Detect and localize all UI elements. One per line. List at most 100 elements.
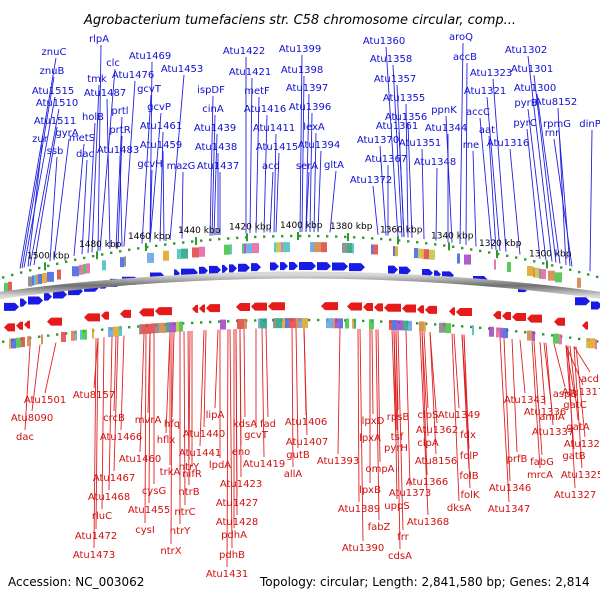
bottom-gene-label[interactable]: Atu1393 bbox=[317, 456, 359, 467]
bottom-gene-label[interactable]: Atu8090 bbox=[11, 413, 53, 424]
bottom-gene-label[interactable]: lipA bbox=[206, 410, 225, 421]
bottom-gene-label[interactable]: Atu1325 bbox=[561, 470, 600, 481]
bottom-gene-label[interactable]: lpdA bbox=[209, 460, 231, 471]
bottom-gene-label[interactable]: gatB bbox=[562, 451, 585, 462]
top-gene-label[interactable]: Atu1396 bbox=[289, 102, 331, 113]
top-gene-label[interactable]: Atu1422 bbox=[223, 46, 265, 57]
top-gene-label[interactable]: Atu1459 bbox=[140, 140, 182, 151]
bottom-gene-label[interactable]: ntrB bbox=[178, 487, 199, 498]
bottom-gene-label[interactable]: cdsA bbox=[388, 551, 412, 562]
bottom-gene-label[interactable]: fabG bbox=[530, 457, 554, 468]
bottom-gene-label[interactable]: lpxA bbox=[359, 433, 381, 444]
top-gene-label[interactable]: gcvT bbox=[137, 84, 162, 95]
bottom-gene-label[interactable]: ntrY bbox=[179, 462, 200, 473]
top-gene-label[interactable]: Atu8152 bbox=[535, 97, 577, 108]
bottom-gene-label[interactable]: lpxD bbox=[362, 416, 385, 427]
bottom-gene-label[interactable]: Atu1349 bbox=[438, 410, 480, 421]
top-gene-label[interactable]: Atu1355 bbox=[383, 93, 425, 104]
top-gene-label[interactable]: Atu1367 bbox=[365, 154, 407, 165]
top-gene-label[interactable]: aroQ bbox=[449, 32, 473, 43]
top-gene-label[interactable]: Atu1416 bbox=[244, 104, 286, 115]
top-gene-label[interactable]: pyrC bbox=[513, 118, 536, 129]
bottom-gene-label[interactable]: acd bbox=[581, 374, 599, 385]
bottom-gene-label[interactable]: fad bbox=[260, 419, 276, 430]
bottom-gene-label[interactable]: allA bbox=[284, 469, 303, 480]
bottom-gene-label[interactable]: amiA bbox=[539, 412, 565, 423]
bottom-gene-label[interactable]: nifR bbox=[182, 469, 202, 480]
top-gene-label[interactable]: Atu1415 bbox=[256, 142, 298, 153]
top-gene-label[interactable]: ispDF bbox=[197, 85, 225, 96]
top-gene-label[interactable]: Atu1476 bbox=[112, 70, 154, 81]
bottom-gene-label[interactable]: Atu1466 bbox=[100, 432, 142, 443]
top-gene-label[interactable]: gcvP bbox=[147, 102, 171, 113]
bottom-gene-label[interactable]: Atu1327 bbox=[554, 490, 596, 501]
bottom-gene-label[interactable]: Atu1336 bbox=[524, 407, 566, 418]
bottom-gene-label[interactable]: Atu1317 bbox=[562, 387, 600, 398]
bottom-gene-label[interactable]: rluC bbox=[92, 511, 112, 522]
top-gene-label[interactable]: znuB bbox=[40, 66, 65, 77]
top-gene-label[interactable]: Atu1302 bbox=[505, 45, 547, 56]
bottom-gene-label[interactable]: mrcA bbox=[527, 470, 553, 481]
bottom-gene-label[interactable]: frr bbox=[397, 532, 409, 543]
bottom-gene-label[interactable]: Atu1468 bbox=[88, 492, 130, 503]
bottom-gene-label[interactable]: gatC bbox=[563, 400, 586, 411]
bottom-gene-label[interactable]: cysI bbox=[135, 525, 155, 536]
top-gene-label[interactable]: rpmG bbox=[543, 119, 571, 130]
bottom-gene-label[interactable]: pdhA bbox=[221, 530, 247, 541]
top-gene-label[interactable]: Atu1453 bbox=[161, 64, 203, 75]
bottom-gene-label[interactable]: gutB bbox=[286, 450, 310, 461]
top-gene-label[interactable]: lexA bbox=[303, 122, 325, 133]
bottom-gene-label[interactable]: Atu1441 bbox=[179, 448, 221, 459]
top-gene-label[interactable]: metS bbox=[69, 133, 95, 144]
bottom-gene-label[interactable]: uppS bbox=[384, 501, 409, 512]
top-gene-label[interactable]: Atu1487 bbox=[84, 88, 126, 99]
bottom-gene-label[interactable]: ompA bbox=[365, 464, 394, 475]
top-gene-label[interactable]: mazG bbox=[167, 161, 196, 172]
bottom-gene-label[interactable]: Atu1501 bbox=[24, 395, 66, 406]
bottom-gene-label[interactable]: Atu1407 bbox=[286, 437, 328, 448]
top-gene-label[interactable]: Atu1357 bbox=[374, 74, 416, 85]
top-gene-label[interactable]: Atu1361 bbox=[376, 121, 418, 132]
top-gene-label[interactable]: Atu1360 bbox=[363, 36, 405, 47]
bottom-gene-label[interactable]: Atu1455 bbox=[128, 505, 170, 516]
bottom-gene-label[interactable]: trkA bbox=[160, 467, 181, 478]
bottom-gene-label[interactable]: Atu1406 bbox=[285, 417, 327, 428]
top-gene-label[interactable]: znuC bbox=[42, 47, 67, 58]
top-gene-label[interactable]: gltA bbox=[324, 160, 344, 171]
bottom-gene-label[interactable]: clpA bbox=[417, 438, 439, 449]
top-gene-label[interactable]: pyrB bbox=[514, 98, 537, 109]
top-gene-label[interactable]: Atu1439 bbox=[194, 123, 236, 134]
bottom-gene-label[interactable]: clpS bbox=[418, 410, 439, 421]
bottom-gene-label[interactable]: mvrA bbox=[135, 415, 162, 426]
top-gene-label[interactable]: Atu1348 bbox=[414, 157, 456, 168]
bottom-gene-label[interactable]: Atu1423 bbox=[220, 479, 262, 490]
bottom-gene-label[interactable]: aspB bbox=[553, 389, 578, 400]
top-gene-label[interactable]: Atu1438 bbox=[195, 142, 237, 153]
bottom-gene-label[interactable]: pyrH bbox=[384, 443, 408, 454]
top-gene-label[interactable]: Atu1321 bbox=[464, 86, 506, 97]
top-gene-label[interactable]: Atu1437 bbox=[197, 161, 239, 172]
top-gene-label[interactable]: accB bbox=[453, 52, 477, 63]
bottom-gene-label[interactable]: hflx bbox=[157, 435, 176, 446]
bottom-gene-label[interactable]: Atu1389 bbox=[338, 504, 380, 515]
bottom-gene-label[interactable]: Atu1460 bbox=[119, 454, 161, 465]
top-gene-label[interactable]: Atu1399 bbox=[279, 44, 321, 55]
top-gene-label[interactable]: rnr bbox=[545, 128, 560, 139]
bottom-gene-label[interactable]: kdsA bbox=[233, 419, 257, 430]
bottom-gene-label[interactable]: folK bbox=[461, 490, 480, 501]
top-gene-label[interactable]: accC bbox=[466, 107, 490, 118]
top-gene-label[interactable]: Atu1300 bbox=[514, 83, 556, 94]
bottom-gene-label[interactable]: Atu1362 bbox=[416, 425, 458, 436]
top-gene-label[interactable]: ssb bbox=[47, 146, 64, 157]
bottom-gene-label[interactable]: Atu1322 bbox=[564, 439, 600, 450]
top-gene-label[interactable]: gyrA bbox=[55, 128, 78, 139]
bottom-gene-label[interactable]: Atu1467 bbox=[93, 473, 135, 484]
top-gene-label[interactable]: Atu1469 bbox=[129, 51, 171, 62]
bottom-gene-label[interactable]: rpsB bbox=[387, 412, 410, 423]
top-gene-label[interactable]: Atu1316 bbox=[487, 138, 529, 149]
bottom-gene-label[interactable]: Atu8156 bbox=[415, 456, 457, 467]
top-gene-label[interactable]: Atu1323 bbox=[470, 68, 512, 79]
top-gene-label[interactable]: Atu1301 bbox=[511, 64, 553, 75]
top-gene-label[interactable]: prtR bbox=[109, 125, 130, 136]
bottom-gene-label[interactable]: dksA bbox=[447, 503, 471, 514]
